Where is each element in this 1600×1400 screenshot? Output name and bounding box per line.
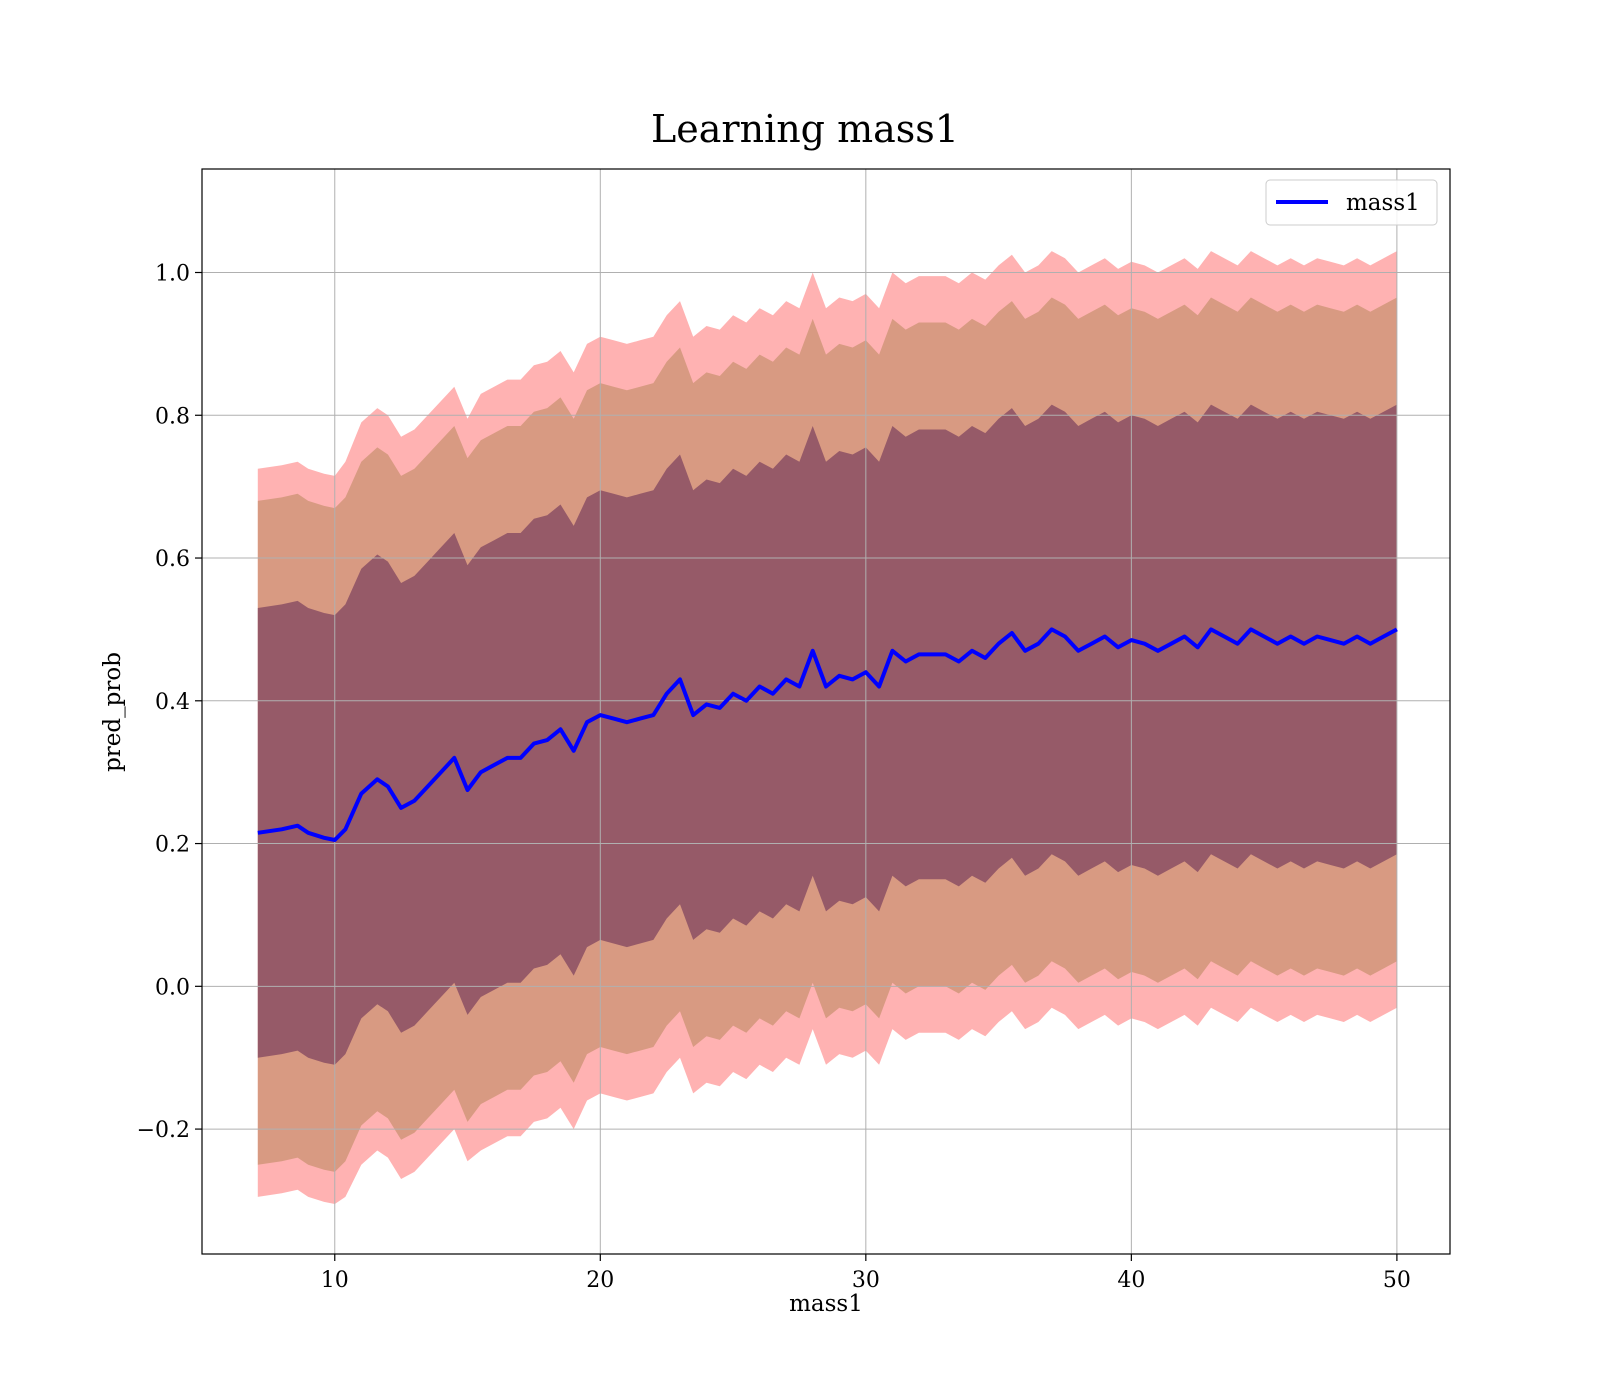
x-axis-label: mass1 bbox=[789, 1291, 863, 1317]
series-line-mass1 bbox=[257, 627, 1398, 842]
series-lines bbox=[257, 627, 1398, 842]
legend-box bbox=[1265, 179, 1438, 226]
chart-title: Learning mass1 bbox=[651, 107, 959, 151]
plot-frame bbox=[201, 168, 1451, 1255]
legend: mass1 bbox=[1265, 179, 1438, 226]
grid-lines bbox=[202, 169, 1450, 1254]
y-tick-label-2: 0.2 bbox=[155, 833, 190, 858]
x-ticks: 10 20 30 40 50 bbox=[321, 1254, 1411, 1293]
y-ticks: −0.2 0.0 0.2 0.4 0.6 0.8 1.0 bbox=[137, 262, 202, 1143]
confidence-bands bbox=[257, 251, 1397, 1205]
y-tick-label-3: 0.4 bbox=[155, 690, 190, 715]
y-axis-label: pred_prob bbox=[100, 652, 126, 772]
x-tick-label-10: 10 bbox=[321, 1268, 349, 1293]
legend-label-mass1: mass1 bbox=[1346, 190, 1420, 216]
y-tick-label-6: 1.0 bbox=[155, 262, 190, 287]
y-tick-label-4: 0.6 bbox=[155, 547, 190, 572]
x-tick-label-40: 40 bbox=[1117, 1268, 1145, 1293]
x-tick-label-30: 30 bbox=[852, 1268, 880, 1293]
y-tick-label-0: −0.2 bbox=[137, 1118, 190, 1143]
y-tick-label-1: 0.0 bbox=[155, 975, 190, 1000]
band-inner bbox=[257, 404, 1397, 1065]
x-tick-label-50: 50 bbox=[1383, 1268, 1411, 1293]
y-tick-label-5: 0.8 bbox=[155, 404, 190, 429]
x-tick-label-20: 20 bbox=[586, 1268, 614, 1293]
